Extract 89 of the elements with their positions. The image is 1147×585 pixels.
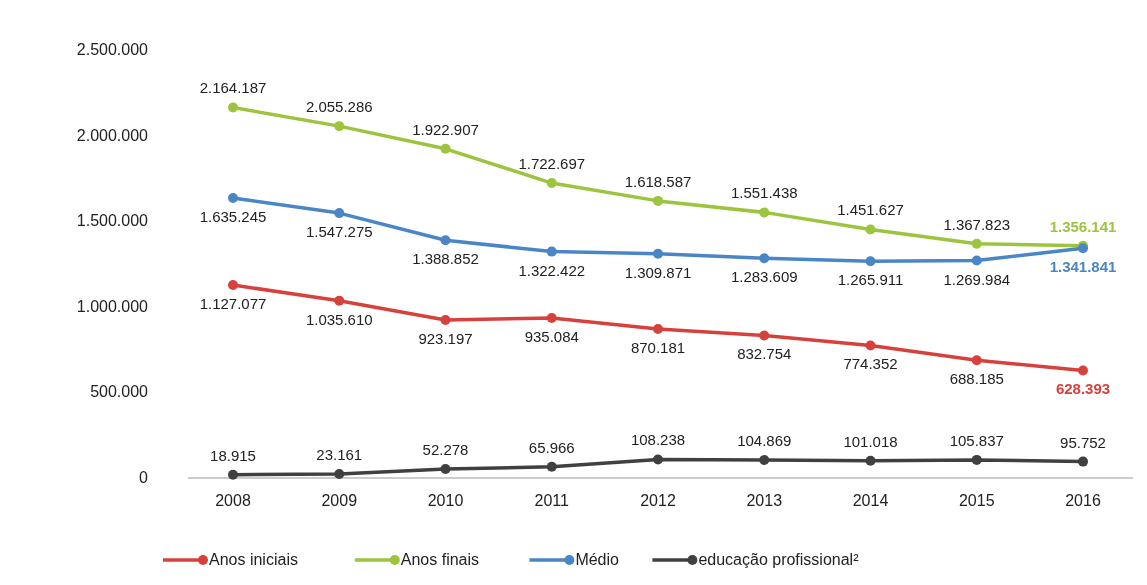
point	[759, 455, 770, 466]
x-tick-label: 2014	[852, 492, 889, 509]
data-label: 18.915	[210, 446, 256, 464]
data-label: 104.869	[737, 432, 792, 450]
data-label: 95.752	[1060, 433, 1106, 451]
data-label: 101.018	[843, 432, 898, 450]
point	[1078, 456, 1088, 467]
y-tick-label: 0	[139, 469, 149, 486]
x-tick-label: 2012	[640, 492, 676, 509]
y-tick-label: 1.500.000	[76, 212, 149, 230]
data-label: 1.547.275	[305, 223, 373, 241]
point	[653, 454, 663, 465]
point	[653, 324, 663, 335]
point	[440, 143, 451, 154]
y-tick-label: 500.000	[90, 383, 149, 401]
point	[1078, 365, 1088, 376]
data-label: 1.322.422	[518, 261, 586, 279]
data-label: 628.393	[1055, 380, 1111, 398]
point	[865, 256, 876, 267]
legend-label: Médio	[575, 551, 620, 568]
data-label: 23.161	[316, 446, 363, 464]
data-label: 688.185	[949, 370, 1004, 388]
point	[546, 178, 557, 189]
data-label: 1.618.587	[624, 172, 692, 190]
data-label: 1.127.077	[199, 295, 267, 313]
data-label: 1.035.610	[305, 310, 373, 328]
x-tick-label: 2013	[746, 492, 783, 509]
data-label: 1.922.907	[412, 120, 479, 138]
data-label: 1.356.141	[1049, 217, 1117, 235]
data-label: 52.278	[422, 441, 469, 459]
point	[865, 340, 876, 351]
data-label: 1.367.823	[943, 215, 1011, 233]
x-tick-label: 2016	[1065, 492, 1101, 509]
point	[546, 461, 557, 472]
point	[653, 195, 663, 206]
data-label: 1.722.697	[518, 155, 586, 173]
point	[228, 102, 238, 113]
data-label: 1.635.245	[199, 208, 267, 226]
point	[228, 469, 238, 480]
point	[653, 248, 663, 259]
point	[865, 455, 876, 466]
point	[334, 469, 345, 480]
legend-label: Anos finais	[400, 551, 480, 568]
data-label: 108.238	[630, 431, 686, 449]
point	[334, 295, 345, 306]
data-label: 832.754	[737, 345, 792, 363]
data-label: 1.283.609	[730, 268, 798, 286]
x-tick-label: 2011	[534, 492, 570, 509]
point	[971, 355, 982, 366]
point	[971, 454, 982, 465]
point	[759, 253, 770, 264]
point	[440, 314, 451, 325]
data-label: 935.084	[524, 327, 579, 345]
point	[971, 255, 982, 266]
data-label: 1.309.871	[624, 263, 692, 281]
point	[971, 238, 982, 249]
data-label: 1.269.984	[943, 270, 1011, 288]
point	[228, 280, 238, 291]
x-tick-label: 2008	[215, 492, 251, 509]
point	[865, 224, 876, 235]
point	[440, 464, 451, 475]
point	[759, 330, 770, 341]
data-label: 2.164.187	[199, 79, 267, 97]
data-label: 65.966	[528, 438, 575, 456]
x-tick-label: 2009	[321, 492, 358, 509]
y-tick-label: 2.000.000	[76, 126, 149, 144]
data-label: 1.451.627	[837, 201, 904, 219]
point	[546, 246, 557, 257]
data-label: 870.181	[630, 339, 686, 357]
data-label: 1.551.438	[730, 184, 798, 202]
point	[440, 235, 451, 246]
data-label: 1.265.911	[837, 271, 904, 289]
data-label: 1.388.852	[412, 250, 479, 268]
point	[334, 208, 345, 219]
point	[334, 121, 345, 132]
point	[228, 193, 238, 204]
x-tick-label: 2010	[427, 492, 464, 509]
data-label: 105.837	[949, 431, 1004, 449]
data-label: 2.055.286	[305, 98, 373, 116]
point	[546, 312, 557, 323]
legend-label: educação profissional²	[698, 551, 860, 568]
data-label: 774.352	[843, 355, 898, 373]
x-tick-label: 2015	[958, 492, 995, 509]
legend-label: Anos iniciais	[209, 551, 298, 568]
data-label: 1.341.841	[1049, 258, 1117, 276]
data-label: 923.197	[418, 329, 473, 347]
y-tick-label: 2.500.000	[76, 41, 149, 58]
y-tick-label: 1.000.000	[76, 297, 149, 315]
point	[759, 207, 770, 218]
